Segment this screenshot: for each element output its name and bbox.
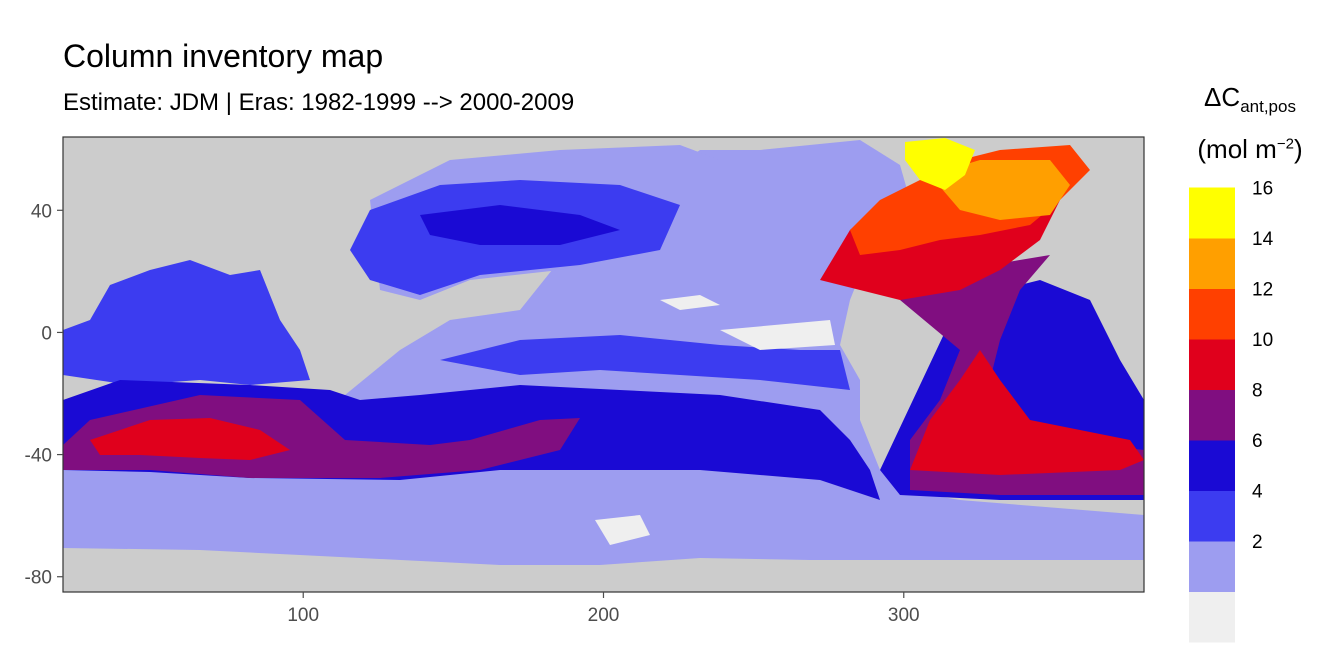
legend-break-label: 14 [1252,229,1274,250]
legend-break-label: 16 [1252,179,1273,200]
legend-swatch [1189,288,1235,340]
legend-break-label: 10 [1252,330,1273,351]
legend-symbol: ΔC [1204,82,1241,112]
legend-break-label: 12 [1252,280,1273,301]
legend-swatch [1189,591,1235,643]
chart-subtitle: Estimate: JDM | Eras: 1982-1999 --> 2000… [63,89,575,116]
legend-colorbar: 2 4 6 8 10 12 14 16 [1189,179,1274,643]
x-tick-label: 200 [588,605,620,626]
legend-break-label: 4 [1252,482,1263,503]
legend-swatch [1189,440,1235,491]
map-panel [63,137,1144,592]
ocean-band-10-12-south-indian [90,418,290,460]
legend-swatch [1189,490,1235,542]
y-tick-label: -80 [25,568,52,589]
legend-break-label: 8 [1252,381,1263,402]
ocean-band-16-plus-labrador [905,138,975,190]
ocean-band-lt2-patches [595,295,835,545]
legend-swatch [1189,389,1235,441]
legend-title-unit: (mol m−2) [1180,134,1320,165]
ocean-band-10-12-south-atlantic [910,350,1144,475]
ocean-band-4-6-indian [63,260,310,385]
legend-swatch [1189,187,1235,239]
y-tick-label: 40 [31,201,52,222]
y-tick-label: 0 [41,323,52,344]
ocean-band-6-8-north-pacific [420,205,620,245]
legend-break-label: 2 [1252,532,1263,553]
legend-title-variable: ΔCant,pos [1180,82,1320,117]
legend-subscript: ant,pos [1240,97,1296,117]
legend-unit-base: (mol m [1197,134,1277,164]
legend-swatch [1189,238,1235,289]
legend-swatch [1189,339,1235,390]
y-tick-label: -40 [25,446,52,467]
ocean-band-4-6-south-pacific [440,335,850,390]
chart-title: Column inventory map [63,38,384,74]
legend-swatch [1189,541,1235,592]
legend-unit-exponent: −2 [1276,135,1294,153]
legend-unit-close: ) [1293,134,1303,164]
legend-break-label: 6 [1252,431,1263,452]
x-tick-label: 300 [888,605,920,626]
x-tick-label: 100 [287,605,319,626]
